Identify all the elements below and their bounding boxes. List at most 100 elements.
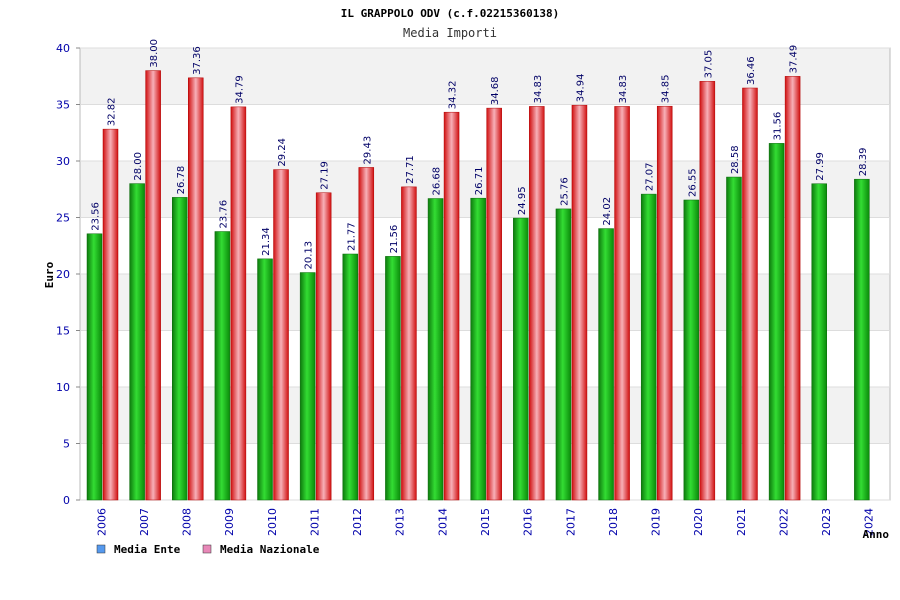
legend-swatch — [96, 544, 106, 554]
bar-media-ente — [513, 217, 529, 501]
x-tick-label: 2022 — [777, 508, 790, 536]
data-label: 34.83 — [618, 75, 629, 104]
data-label: 24.02 — [602, 197, 613, 226]
data-label: 20.13 — [304, 241, 315, 270]
data-label: 37.05 — [703, 50, 714, 79]
data-label: 34.83 — [533, 75, 544, 104]
y-axis-ticks: 0 5 10 15 20 25 30 35 40 — [56, 42, 80, 507]
x-tick-label: 2008 — [181, 508, 194, 536]
bar-media-nazionale — [358, 167, 375, 501]
bar-media-nazionale — [699, 81, 716, 501]
data-label: 28.00 — [133, 152, 144, 181]
data-label: 26.71 — [474, 167, 485, 196]
y-tick-label: 40 — [56, 42, 70, 55]
data-label: 29.24 — [277, 138, 288, 167]
bar-media-ente — [640, 193, 657, 501]
bar-media-nazionale — [486, 107, 502, 501]
bar-media-ente — [342, 253, 359, 501]
data-label: 26.78 — [176, 166, 187, 195]
data-label: 27.99 — [815, 152, 826, 181]
data-label: 38.00 — [149, 39, 160, 68]
bar-media-nazionale — [145, 70, 161, 501]
y-tick-label: 35 — [56, 99, 70, 112]
bar-media-nazionale — [230, 106, 247, 501]
bar-media-ente — [214, 231, 231, 501]
data-label: 34.79 — [234, 75, 245, 104]
x-tick-label: 2023 — [820, 508, 833, 536]
bar-media-ente — [427, 198, 444, 501]
bar-media-nazionale — [273, 169, 289, 501]
data-label: 36.46 — [746, 56, 757, 85]
legend-item: Media Nazionale — [202, 543, 320, 556]
x-tick-label: 2018 — [607, 508, 620, 536]
y-tick-label: 10 — [56, 381, 70, 394]
y-tick-label: 0 — [63, 494, 70, 507]
bar-media-nazionale — [656, 105, 673, 501]
data-label: 26.55 — [687, 168, 698, 197]
y-tick-label: 30 — [56, 155, 70, 168]
data-label: 21.34 — [261, 227, 272, 256]
data-label: 29.43 — [362, 136, 373, 165]
x-axis-label: Anno — [863, 528, 890, 541]
bar-media-ente — [470, 197, 486, 501]
data-label: 27.07 — [645, 162, 656, 191]
bar-media-ente — [598, 228, 614, 501]
bar-media-nazionale — [529, 106, 545, 501]
bar-media-ente — [86, 233, 103, 501]
data-label: 21.77 — [346, 222, 357, 251]
x-tick-label: 2015 — [479, 508, 492, 536]
bar-media-ente — [299, 272, 316, 501]
x-tick-label: 2016 — [522, 508, 535, 536]
chart-subtitle: Media Importi — [403, 26, 497, 40]
legend-swatch — [202, 544, 212, 554]
bar-media-nazionale — [315, 192, 332, 501]
bar-media-ente — [385, 256, 401, 501]
bar-media-ente — [768, 143, 785, 501]
bar-media-nazionale — [784, 76, 801, 501]
data-label: 28.39 — [858, 148, 869, 177]
data-label: 25.76 — [559, 177, 570, 206]
x-tick-label: 2007 — [138, 508, 151, 536]
y-tick-label: 20 — [56, 268, 70, 281]
x-tick-label: 2013 — [394, 508, 407, 536]
data-label: 26.68 — [432, 167, 443, 196]
x-tick-label: 2012 — [351, 508, 364, 536]
bars — [86, 70, 870, 501]
x-tick-label: 2014 — [436, 508, 449, 536]
y-tick-label: 5 — [63, 438, 70, 451]
y-axis-label: Euro — [43, 261, 56, 288]
bar-media-ente — [257, 258, 273, 501]
bar-media-ente — [854, 178, 870, 501]
bar-media-nazionale — [401, 186, 417, 501]
data-label: 37.49 — [789, 45, 800, 74]
data-label: 31.56 — [773, 112, 784, 141]
data-labels: 23.56 32.82 28.00 38.00 26.78 37.36 23.76 34.79… — [91, 39, 869, 270]
data-label: 34.32 — [448, 81, 459, 110]
bar-media-ente — [555, 208, 572, 501]
bar-media-nazionale — [614, 106, 630, 501]
data-label: 21.56 — [389, 225, 400, 254]
legend-label: Media Ente — [114, 543, 181, 556]
x-tick-label: 2019 — [650, 508, 663, 536]
bar-media-ente — [129, 183, 145, 501]
data-label: 34.68 — [490, 76, 501, 105]
bar-media-ente — [811, 183, 827, 501]
bar-media-nazionale — [571, 104, 588, 501]
y-tick-label: 25 — [56, 212, 70, 225]
bar-media-ente — [726, 176, 742, 501]
x-tick-label: 2011 — [308, 508, 321, 536]
data-label: 24.95 — [517, 186, 528, 215]
y-tick-label: 15 — [56, 325, 70, 338]
legend-label: Media Nazionale — [220, 543, 320, 556]
data-label: 28.58 — [730, 145, 741, 174]
bar-media-ente — [172, 197, 188, 501]
chart-title: IL GRAPPOLO ODV (c.f.02215360138) — [341, 7, 560, 20]
data-label: 32.82 — [107, 97, 118, 126]
x-tick-label: 2017 — [564, 508, 577, 536]
data-label: 27.19 — [320, 161, 331, 190]
x-tick-label: 2021 — [735, 508, 748, 536]
x-tick-label: 2010 — [266, 508, 279, 536]
bar-media-nazionale — [443, 111, 460, 501]
legend-item: Media Ente — [96, 543, 181, 556]
